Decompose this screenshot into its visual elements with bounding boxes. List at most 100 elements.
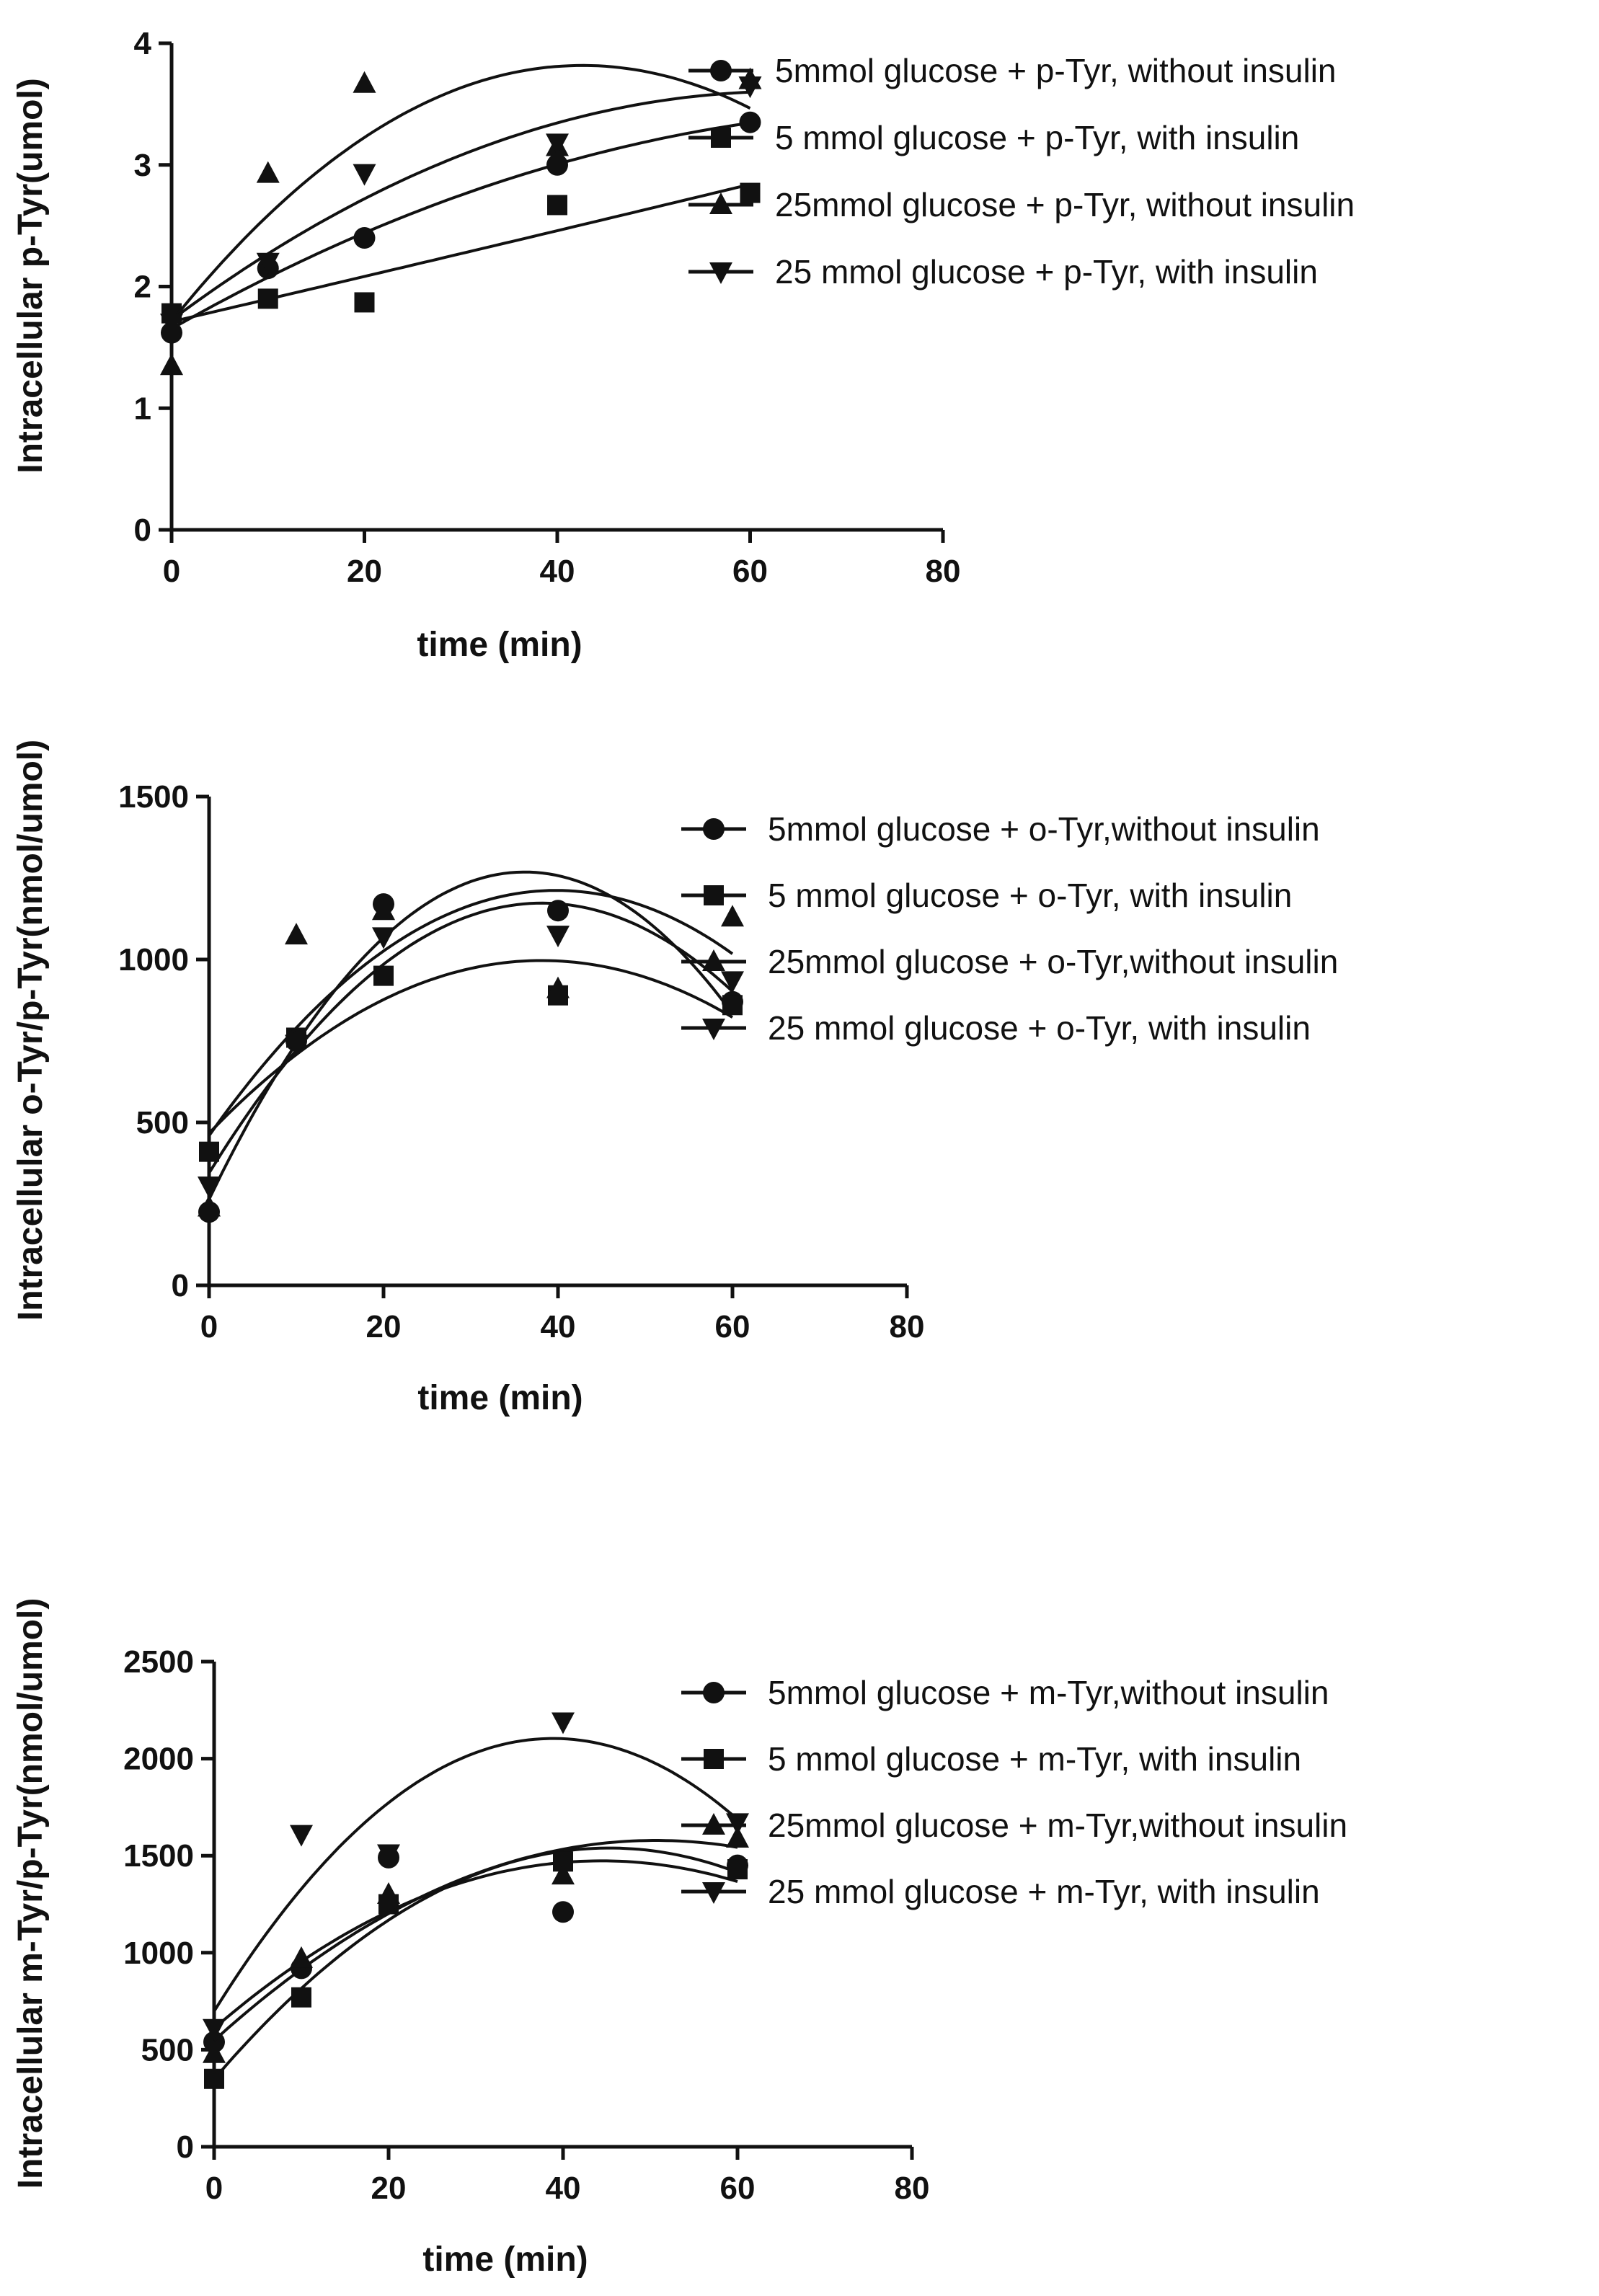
data-point	[160, 353, 183, 376]
legend-marker	[709, 192, 732, 214]
x-tick-label: 60	[715, 1309, 750, 1344]
y-tick-label: 1000	[123, 1936, 194, 1971]
series-4	[203, 1712, 749, 2041]
legend-label: 25 mmol glucose + m-Tyr, with insulin	[768, 1873, 1320, 1910]
y-tick-label: 1000	[118, 942, 189, 978]
data-point	[285, 1034, 308, 1057]
x-tick-label: 20	[371, 2171, 407, 2206]
legend-entry: 25 mmol glucose + o-Tyr, with insulin	[681, 1009, 1311, 1047]
legend-entry: 5mmol glucose + p-Tyr, without insulin	[688, 52, 1337, 89]
legend-marker	[704, 1749, 724, 1769]
y-tick-label: 500	[141, 2032, 194, 2067]
series-3	[203, 1825, 749, 2063]
data-point	[738, 76, 762, 99]
y-axis-title: Intracellular p-Tyr(umol)	[12, 78, 50, 474]
legend-marker	[704, 885, 724, 905]
series-2	[204, 1846, 748, 2089]
x-tick-label: 0	[163, 554, 180, 589]
y-axis-title: Intracellular m-Tyr/p-Tyr(nmol/umol)	[12, 1598, 50, 2189]
legend-marker	[703, 1682, 725, 1703]
legend-entry: 25mmol glucose + m-Tyr,without insulin	[681, 1807, 1347, 1844]
legend-label: 25mmol glucose + o-Tyr,without insulin	[768, 943, 1338, 980]
x-tick-label: 40	[541, 1309, 576, 1344]
data-point	[372, 927, 395, 949]
data-point	[372, 898, 395, 921]
data-point	[290, 1946, 313, 1968]
data-point	[721, 905, 744, 927]
y-axis-title: Intracellular o-Tyr/p-Tyr(nmol/umol)	[12, 740, 50, 1321]
series-3	[160, 63, 762, 376]
y-tick-label: 1500	[118, 779, 189, 815]
data-point	[740, 182, 761, 203]
data-point	[203, 2041, 226, 2063]
data-point	[377, 1882, 400, 1905]
data-point	[198, 1194, 221, 1217]
x-tick-label: 20	[347, 554, 382, 589]
y-tick-label: 2000	[123, 1742, 194, 1777]
data-point	[290, 1825, 313, 1847]
data-point	[257, 288, 278, 309]
series-1	[161, 111, 761, 344]
fit-curve	[213, 1839, 738, 2042]
legend-entry: 5 mmol glucose + p-Tyr, with insulin	[688, 119, 1299, 156]
y-tick-label: 0	[177, 2129, 194, 2165]
chart-panel-1: 0 20 40 60 80 0 1 2 3 4 time (min) Intracellular p-…	[12, 26, 1355, 664]
y-tick-label: 4	[134, 26, 152, 61]
data-point	[160, 314, 183, 336]
legend-label: 5mmol glucose + m-Tyr,without insulin	[768, 1674, 1329, 1711]
chart-panel-2: 0 20 40 60 80 0 500 1000 1500 time (min) Intracell…	[12, 740, 1338, 1417]
x-tick-label: 0	[200, 1309, 218, 1344]
legend-entry: 5mmol glucose + o-Tyr,without insulin	[681, 810, 1320, 848]
y-tick-label: 1	[134, 391, 151, 426]
series-3	[198, 889, 744, 1217]
data-point	[547, 195, 567, 216]
legend-marker	[702, 949, 725, 971]
data-point	[354, 292, 375, 313]
data-point	[727, 1859, 748, 1880]
legend-marker	[703, 818, 725, 840]
x-tick-label: 80	[890, 1309, 925, 1344]
y-tick-label: 1500	[123, 1838, 194, 1874]
data-point	[552, 1901, 574, 1923]
fit-curve	[213, 1737, 739, 2013]
legend-entry: 5mmol glucose + m-Tyr,without insulin	[681, 1674, 1329, 1711]
legend-label: 5 mmol glucose + p-Tyr, with insulin	[775, 119, 1299, 156]
legend-entry: 25 mmol glucose + p-Tyr, with insulin	[688, 253, 1318, 291]
data-point	[722, 995, 743, 1016]
x-tick-label: 60	[720, 2171, 756, 2206]
y-tick-label: 2	[134, 270, 151, 305]
chart-panel-3: 0 20 40 60 80 0 500 1000 1500 2000 2500 time (min) I…	[12, 1598, 1347, 2279]
legend-label: 5mmol glucose + o-Tyr,without insulin	[768, 810, 1320, 848]
x-tick-label: 80	[895, 2171, 930, 2206]
y-tick-label: 3	[134, 148, 151, 183]
data-point	[377, 1844, 400, 1866]
x-tick-label: 20	[366, 1309, 402, 1344]
data-point	[739, 111, 761, 133]
legend-entry: 5 mmol glucose + o-Tyr, with insulin	[681, 877, 1292, 914]
x-axis-title: time (min)	[417, 1379, 583, 1417]
data-point	[546, 976, 570, 998]
series-2	[161, 182, 761, 324]
legend-label: 25 mmol glucose + p-Tyr, with insulin	[775, 253, 1318, 291]
series-4	[160, 76, 762, 336]
legend-label: 25mmol glucose + p-Tyr, without insulin	[775, 186, 1355, 223]
data-point	[203, 2018, 226, 2041]
legend-label: 25 mmol glucose + o-Tyr, with insulin	[768, 1009, 1311, 1047]
data-point	[198, 1176, 221, 1199]
data-point	[199, 1141, 219, 1162]
data-point	[726, 1825, 749, 1848]
legend-label: 5 mmol glucose + m-Tyr, with insulin	[768, 1740, 1301, 1778]
data-point	[353, 71, 376, 93]
legend-entry: 25mmol glucose + o-Tyr,without insulin	[681, 943, 1338, 980]
legend-entry: 25 mmol glucose + m-Tyr, with insulin	[681, 1873, 1320, 1910]
data-point	[353, 164, 376, 186]
data-point	[291, 1987, 311, 2008]
x-tick-label: 80	[926, 554, 961, 589]
data-point	[546, 154, 568, 176]
data-point	[256, 252, 280, 275]
y-tick-label: 2500	[123, 1644, 194, 1680]
legend-marker	[702, 1813, 725, 1835]
legend-marker	[702, 1019, 725, 1040]
y-tick-label: 0	[134, 513, 151, 548]
